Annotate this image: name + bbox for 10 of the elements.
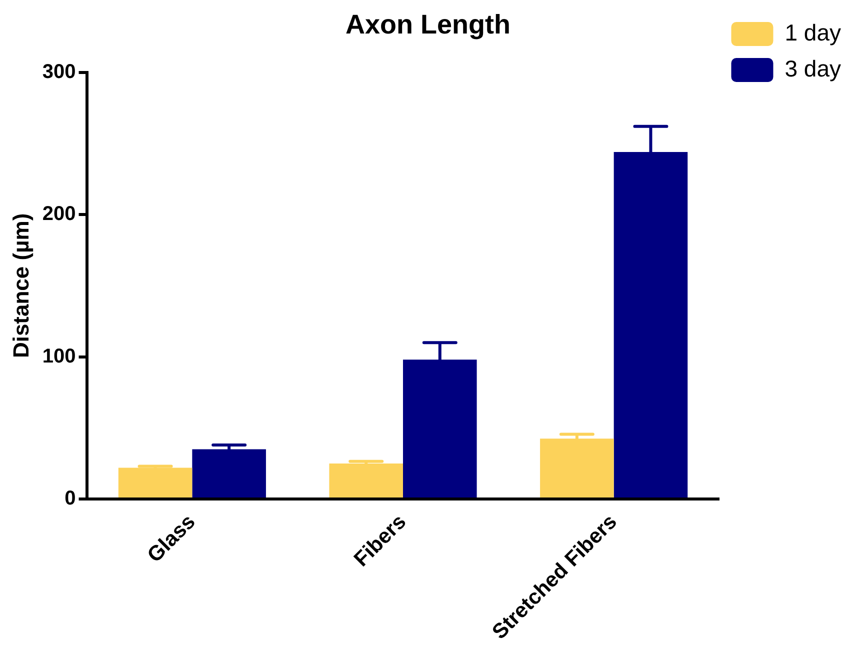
legend-label: 1 day [784,19,842,46]
bar [329,463,403,498]
y-tick-label: 0 [64,488,76,510]
chart-title: Axon Length [346,10,510,40]
y-tick-label: 300 [42,60,76,83]
bar [118,468,192,498]
y-tick-label: 100 [42,345,76,368]
legend-label: 3 day [784,55,842,82]
y-tick-label: 200 [42,203,76,226]
y-axis-title: Distance (µm) [8,213,34,358]
